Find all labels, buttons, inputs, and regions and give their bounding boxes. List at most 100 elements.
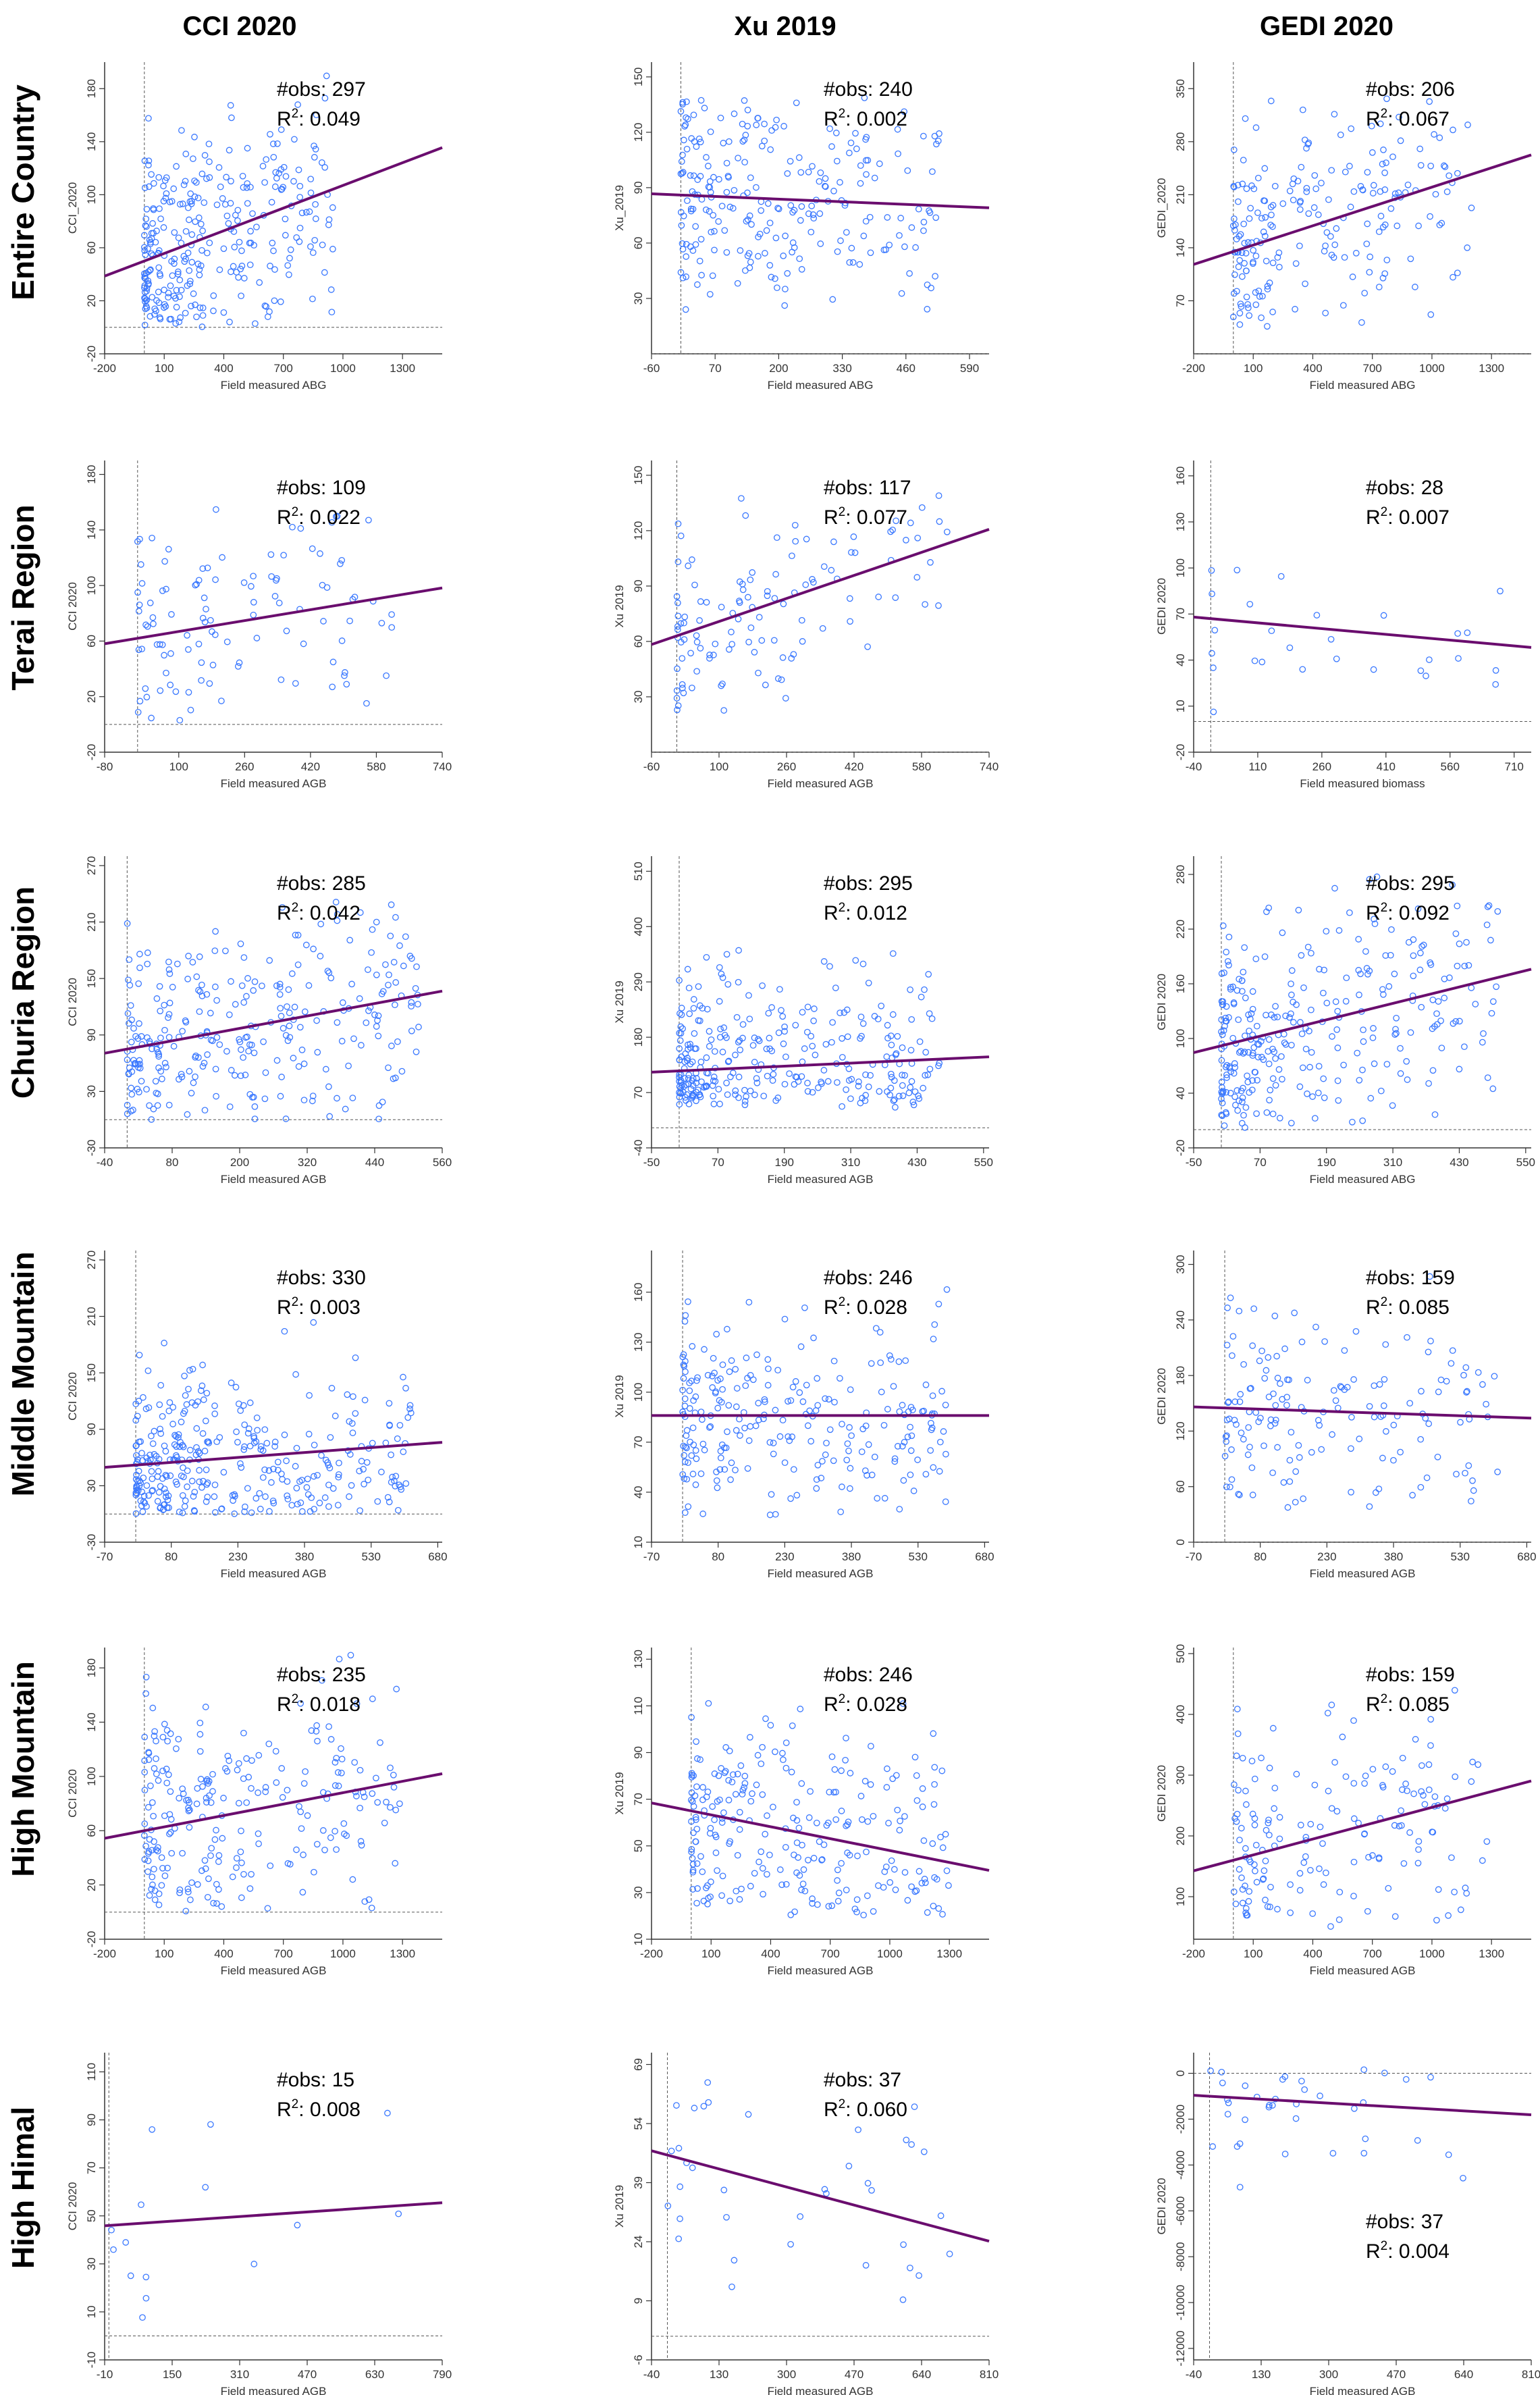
x-tick-label: 260 — [777, 760, 796, 773]
scatter-point — [1296, 1870, 1304, 1877]
y-tick-label: -20 — [1174, 744, 1187, 761]
scatter-point — [1373, 873, 1381, 880]
scatter-point — [161, 1485, 168, 1492]
scatter-point — [1311, 172, 1319, 179]
scatter-point — [184, 1467, 191, 1475]
scatter-point — [809, 579, 817, 586]
scatter-point — [1311, 1115, 1319, 1122]
scatter-point — [333, 1846, 340, 1853]
scatter-point — [1246, 1888, 1253, 1895]
scatter-point — [675, 2144, 683, 2152]
scatter-point — [855, 2126, 861, 2134]
scatter-point — [186, 1824, 193, 1831]
scatter-point — [1280, 1479, 1287, 1486]
regression-line — [1193, 615, 1532, 649]
scatter-point — [248, 583, 255, 590]
scatter-point — [179, 1492, 186, 1499]
scatter-point — [685, 1080, 692, 1088]
scatter-point — [1272, 1003, 1279, 1010]
scatter-point — [1407, 255, 1414, 263]
scatter-point — [1334, 1007, 1342, 1015]
scatter-point — [295, 1063, 302, 1070]
scatter-point — [133, 1471, 140, 1479]
scatter-point — [1231, 271, 1238, 278]
scatter-point — [149, 1487, 156, 1494]
panel-r0-c0: -200 100 400 700 1000 1300-202060100140180Fie… — [66, 62, 443, 392]
scatter-point — [832, 1816, 840, 1823]
scatter-point — [1286, 1456, 1294, 1464]
y-tick-label: 180 — [85, 79, 98, 98]
scatter-point — [134, 1413, 141, 1420]
scatter-point — [744, 1375, 751, 1381]
scatter-point — [787, 2240, 794, 2248]
scatter-point — [1244, 1078, 1252, 1086]
scatter-point — [914, 534, 922, 542]
scatter-point — [1239, 180, 1246, 188]
scatter-point — [149, 1873, 156, 1880]
scatter-point — [1402, 2076, 1410, 2083]
scatter-point — [697, 236, 705, 243]
scatter-point — [1297, 1822, 1304, 1828]
scatter-point — [816, 1838, 823, 1845]
scatter-point — [803, 1028, 811, 1036]
scatter-point — [177, 314, 184, 321]
scatter-point — [212, 983, 219, 991]
scatter-point — [204, 1494, 211, 1500]
scatter-point — [720, 140, 727, 147]
scatter-point — [312, 215, 319, 222]
scatter-point — [1309, 1910, 1317, 1917]
scatter-point — [712, 640, 719, 648]
scatter-point — [891, 1866, 898, 1873]
scatter-point — [282, 232, 289, 239]
scatter-point — [1251, 1821, 1258, 1828]
scatter-point — [277, 676, 285, 683]
scatter-point — [1387, 951, 1394, 959]
scatter-point — [762, 1715, 769, 1722]
scatter-point — [147, 266, 154, 273]
scatter-point — [679, 99, 687, 106]
scatter-point — [795, 1824, 803, 1832]
scatter-point — [937, 2212, 945, 2219]
scatter-point — [1315, 1063, 1323, 1070]
regression-line — [1193, 2094, 1532, 2117]
scatter-point — [894, 1443, 901, 1450]
x-axis-label: Field measured AGB — [768, 1567, 874, 1580]
scatter-point — [681, 1318, 689, 1325]
y-tick-label: 20 — [85, 1878, 98, 1891]
scatter-point — [1231, 1398, 1239, 1405]
r-squared: R2: 0.012 — [824, 901, 907, 924]
scatter-point — [151, 305, 159, 313]
scatter-point — [1255, 287, 1263, 294]
scatter-point — [319, 1677, 325, 1684]
scatter-point — [1494, 1469, 1501, 1475]
scatter-point — [206, 680, 213, 687]
scatter-point — [705, 1700, 712, 1707]
scatter-point — [747, 1797, 755, 1805]
scatter-point — [1389, 1102, 1396, 1109]
scatter-point — [726, 203, 734, 211]
y-tick-label: 40 — [1174, 1087, 1187, 1100]
scatter-point — [1335, 927, 1343, 934]
scatter-point — [908, 1883, 915, 1891]
scatter-point — [207, 616, 214, 624]
scatter-point — [693, 1825, 701, 1833]
scatter-point — [1452, 1773, 1459, 1781]
scatter-point — [838, 1808, 845, 1814]
scatter-point — [271, 1443, 278, 1450]
scatter-point — [1295, 1442, 1302, 1449]
scatter-point — [350, 1393, 356, 1400]
scatter-points — [140, 72, 336, 330]
scatter-point — [137, 561, 144, 568]
scatter-point — [313, 1841, 321, 1848]
scatter-point — [300, 1851, 307, 1858]
scatter-point — [1300, 1495, 1307, 1502]
scatter-point — [755, 1400, 762, 1406]
scatter-point — [1417, 1436, 1425, 1443]
scatter-point — [674, 665, 681, 673]
scatter-point — [1265, 1036, 1273, 1043]
scatter-point — [167, 1472, 174, 1479]
scatter-point — [792, 537, 799, 545]
scatter-point — [351, 1759, 359, 1766]
scatter-point — [679, 240, 686, 247]
scatter-point — [758, 142, 766, 150]
